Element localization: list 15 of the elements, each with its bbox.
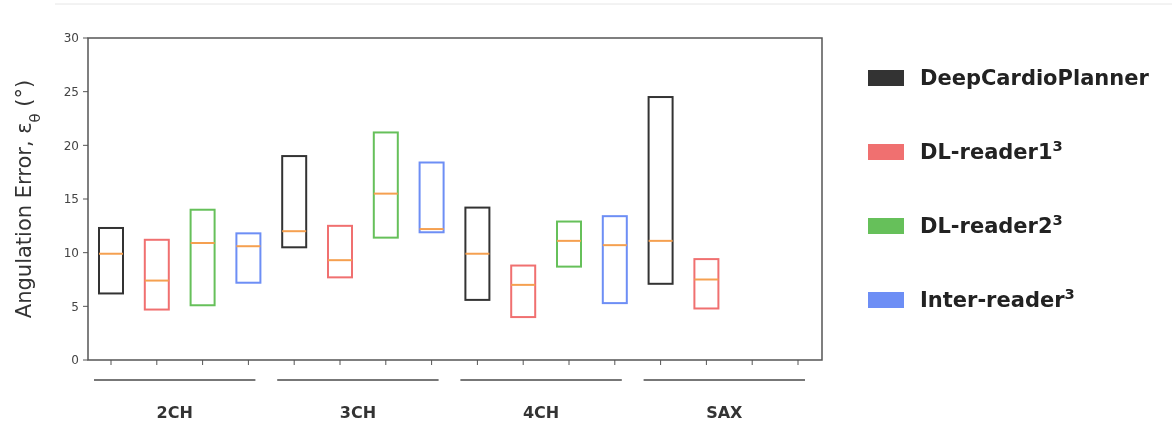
- legend-label: DL-reader1$^{3}$: [920, 136, 1063, 165]
- x-tick-label: 3CH: [339, 403, 377, 422]
- x-tick-label: SAX: [706, 403, 744, 422]
- y-tick-label: 30: [63, 31, 79, 46]
- y-tick-label: 25: [63, 84, 79, 99]
- legend-label: Inter-reader$^{3}$: [920, 284, 1075, 313]
- y-tick-label: 10: [63, 245, 79, 260]
- y-tick-label: 5: [71, 299, 79, 314]
- y-tick-label: 20: [63, 138, 79, 153]
- x-tick-label: 4CH: [522, 403, 560, 422]
- y-tick-label: 15: [63, 192, 79, 207]
- x-tick-label: 2CH: [156, 403, 193, 422]
- legend-label: DL-reader2$^{3}$: [920, 210, 1063, 239]
- legend-label: DeepCardioPlanner: [920, 66, 1150, 91]
- y-tick-label: 0: [71, 353, 79, 368]
